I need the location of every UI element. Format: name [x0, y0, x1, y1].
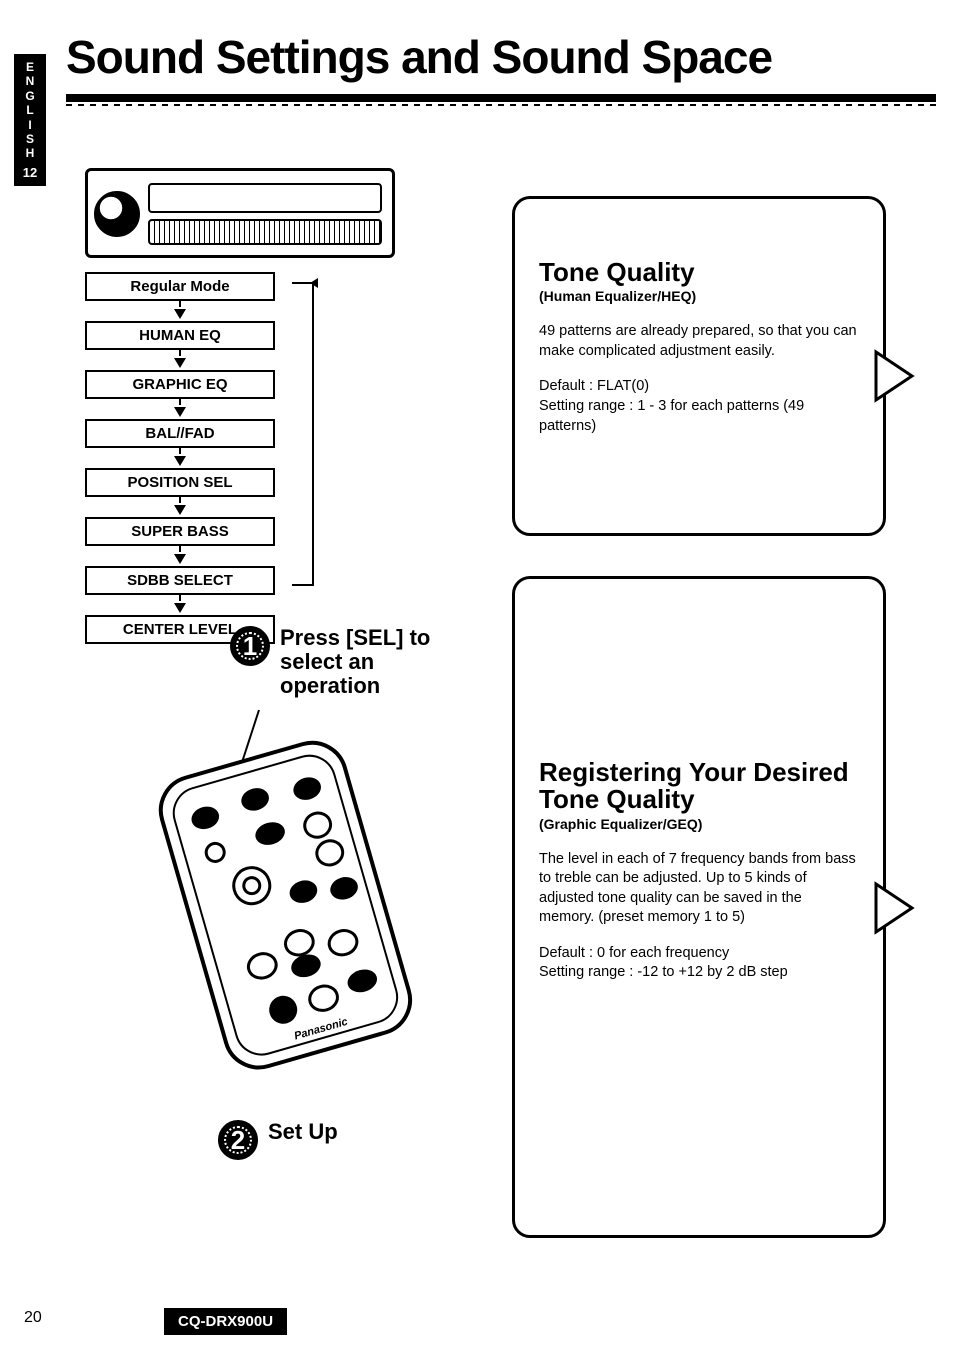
step-number-icon: 2: [218, 1120, 258, 1160]
card-paragraph: Default : 0 for each frequency Setting r…: [539, 944, 859, 983]
step-1-text: Press [SEL] to select an operation: [280, 626, 470, 699]
card-paragraph: The level in each of 7 frequency bands f…: [539, 850, 859, 928]
remote-illustration: Panasonic: [120, 740, 430, 1070]
flow-box: HUMAN EQ: [85, 321, 275, 350]
tone-quality-card: Tone Quality (Human Equalizer/HEQ) 49 pa…: [512, 196, 886, 536]
step-2: 2 Set Up: [218, 1120, 338, 1160]
chapter-number: 12: [16, 165, 44, 181]
card-paragraph: Default : FLAT(0) Setting range : 1 - 3 …: [539, 377, 859, 436]
step-number-icon: 1: [230, 626, 270, 666]
language-letters: E N G L I S H: [16, 60, 44, 161]
page-number: 20: [24, 1309, 42, 1327]
flow-box: Regular Mode: [85, 272, 275, 301]
continue-arrow-icon: [872, 880, 918, 936]
flow-box: BAL//FAD: [85, 419, 275, 448]
continue-arrow-icon: [872, 348, 918, 404]
head-unit-illustration: [85, 168, 395, 258]
flow-box: SDBB SELECT: [85, 566, 275, 595]
model-label: CQ-DRX900U: [164, 1308, 287, 1335]
mode-flowchart: Regular Mode HUMAN EQ GRAPHIC EQ BAL//FA…: [70, 272, 290, 644]
card-subtitle: (Human Equalizer/HEQ): [539, 288, 859, 304]
card-title: Tone Quality: [539, 259, 859, 286]
card-subtitle: (Graphic Equalizer/GEQ): [539, 816, 859, 832]
card-title: Registering Your Desired Tone Quality: [539, 759, 859, 814]
geq-card: Registering Your Desired Tone Quality (G…: [512, 576, 886, 1238]
flow-box: SUPER BASS: [85, 517, 275, 546]
page-title: Sound Settings and Sound Space: [66, 30, 772, 84]
title-underline: [66, 94, 936, 102]
card-paragraph: 49 patterns are already prepared, so tha…: [539, 322, 859, 361]
step-1: 1 Press [SEL] to select an operation: [230, 626, 470, 699]
step-2-text: Set Up: [268, 1120, 338, 1144]
flow-box: GRAPHIC EQ: [85, 370, 275, 399]
flow-box: POSITION SEL: [85, 468, 275, 497]
language-tab: E N G L I S H 12: [14, 54, 46, 186]
